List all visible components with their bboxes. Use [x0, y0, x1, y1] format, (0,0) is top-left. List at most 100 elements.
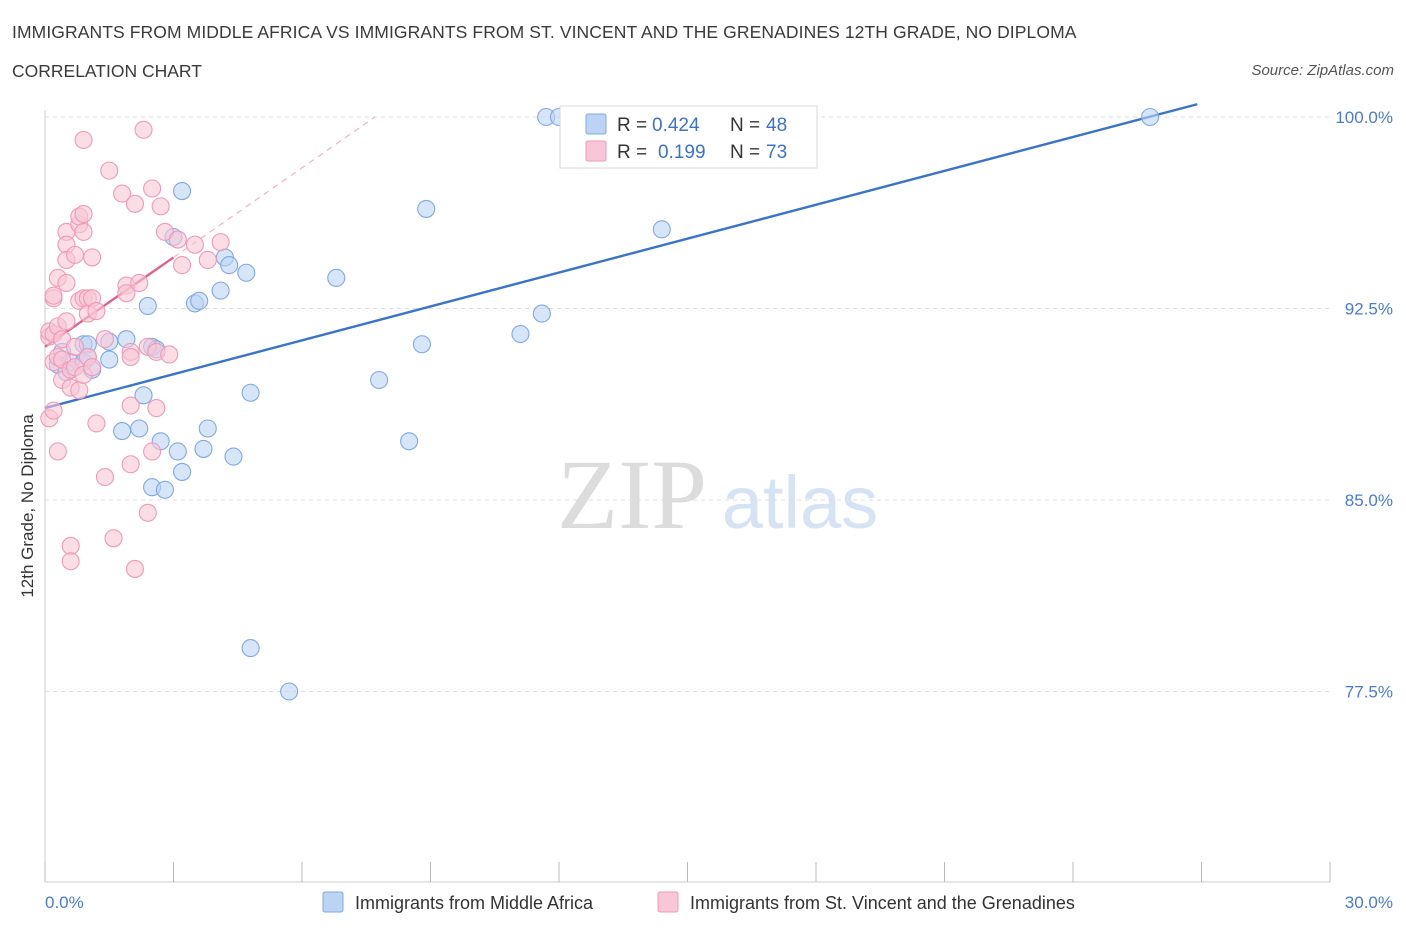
series-1-point-15 [57, 312, 76, 331]
series-1-point-31 [74, 204, 93, 224]
series-legend-label-2: Immigrants from St. Vincent and the Gren… [690, 893, 1075, 913]
legend-swatch-blue [585, 113, 607, 135]
legend-n-value-1: 48 [766, 115, 787, 136]
series-0-point-36 [280, 682, 299, 701]
y-tick-label-0: 100.0% [1335, 108, 1393, 127]
series-1-point-28 [70, 381, 89, 400]
series-1-point-45 [95, 467, 115, 487]
series-1-point-48 [113, 184, 132, 203]
series-1-point-58 [134, 120, 153, 139]
stats-legend: R = 0.424 N = 48 R = 0.199 N = 73 [559, 105, 818, 169]
series-1-point-68 [168, 230, 187, 249]
series-0-point-40 [412, 335, 431, 354]
series-1-point-26 [65, 337, 85, 356]
series-1-point-32 [74, 130, 93, 150]
legend-r-value-2: 0.199 [658, 142, 706, 163]
legend-r-label-2: R = [617, 142, 647, 163]
series-1-point-24 [65, 245, 85, 264]
series-1-point-67 [160, 345, 179, 364]
series-0-trend-line [44, 103, 1198, 410]
chart-title: IMMIGRANTS FROM MIDDLE AFRICA VS IMMIGRA… [12, 22, 1077, 42]
series-0-point-34 [241, 383, 260, 402]
series-legend-label-1: Immigrants from Middle Africa [355, 893, 594, 913]
series-1-point-56 [125, 194, 144, 213]
series-0-point-41 [417, 199, 436, 218]
series-0-point-27 [194, 439, 213, 458]
series-1-trend-extension [173, 116, 376, 258]
series-0-point-28 [198, 419, 217, 438]
legend-swatch-pink [585, 140, 607, 162]
tick-labels: 100.0% 92.5% 85.0% 77.5% 0.0% 30.0% [45, 108, 1393, 912]
series-1-point-64 [147, 399, 166, 418]
series-1-point-42 [87, 302, 106, 321]
series-1-point-19 [57, 273, 76, 293]
series-1-point-65 [151, 197, 170, 216]
legend-n-label-1: N = [730, 115, 760, 136]
watermark-zip: ZIP [557, 439, 707, 550]
series-0-point-31 [220, 256, 239, 275]
series-legend: Immigrants from Middle Africa Immigrants… [322, 891, 1075, 913]
y-tick-label-2: 85.0% [1345, 491, 1393, 510]
series-0-point-32 [224, 447, 243, 466]
source-label: Source: ZipAtlas.com [1251, 62, 1394, 79]
series-0-point-39 [400, 432, 419, 451]
axes [44, 110, 1331, 883]
series-0-point-43 [532, 304, 551, 323]
series-0-point-26 [190, 291, 209, 310]
series-1-point-23 [61, 552, 80, 571]
series-1-point-59 [138, 503, 157, 522]
series-1-point-33 [74, 222, 93, 241]
series-0-point-35 [241, 639, 260, 658]
series-1-point-40 [83, 248, 102, 267]
legend-n-label-2: N = [730, 142, 760, 163]
series-1-point-71 [198, 250, 217, 270]
series-1-point-39 [83, 358, 102, 377]
series-0-point-14 [134, 386, 153, 405]
legend-r-value-1: 0.424 [652, 115, 700, 136]
series-1-point-57 [130, 273, 149, 293]
watermark-atlas: atlas [722, 461, 878, 544]
chart-subtitle: CORRELATION CHART [12, 61, 202, 81]
series-1-point-43 [87, 414, 106, 433]
series-1-point-47 [104, 529, 123, 548]
series-0-point-46 [652, 220, 671, 239]
series-1-point-54 [121, 347, 140, 367]
x-tick-label-1: 30.0% [1345, 893, 1393, 912]
series-0-point-15 [138, 296, 157, 315]
series-0-point-11 [113, 422, 132, 441]
series-1-point-9 [48, 442, 67, 461]
legend-n-value-2: 73 [766, 142, 787, 163]
x-tick-label-0: 0.0% [45, 893, 84, 912]
series-1-point-22 [61, 536, 80, 556]
y-tick-label-3: 77.5% [1345, 683, 1393, 702]
gridlines [45, 116, 1330, 692]
series-1-point-6 [44, 401, 63, 420]
series-0-point-29 [211, 281, 230, 300]
series-0-point-33 [237, 263, 256, 282]
series-1-point-69 [173, 256, 192, 275]
series-1-point-50 [117, 284, 136, 303]
series-0-point-37 [327, 268, 346, 287]
legend-r-label-1: R = [617, 115, 647, 136]
series-0-point-22 [168, 442, 187, 461]
series-0-point-24 [173, 181, 192, 201]
series-1-point-72 [211, 233, 230, 252]
series-1-point-61 [143, 179, 162, 198]
series-1-point-51 [121, 455, 140, 474]
series-0-point-42 [511, 324, 530, 344]
y-tick-label-1: 92.5% [1345, 300, 1393, 319]
series-1-point-46 [100, 161, 119, 180]
series-legend-swatch-blue [322, 891, 344, 913]
series-1-point-44 [95, 330, 115, 349]
series-0-point-47 [1141, 107, 1160, 127]
series-0-point-38 [370, 370, 389, 390]
series-1-point-70 [185, 235, 204, 254]
series-1-point-55 [125, 559, 144, 578]
series-0-point-10 [100, 350, 119, 369]
series-1-point-62 [143, 442, 162, 461]
series-1-point-53 [121, 396, 140, 415]
series-legend-swatch-pink [657, 891, 679, 913]
series-0-point-13 [130, 419, 149, 438]
series-1-point-7 [44, 286, 63, 305]
